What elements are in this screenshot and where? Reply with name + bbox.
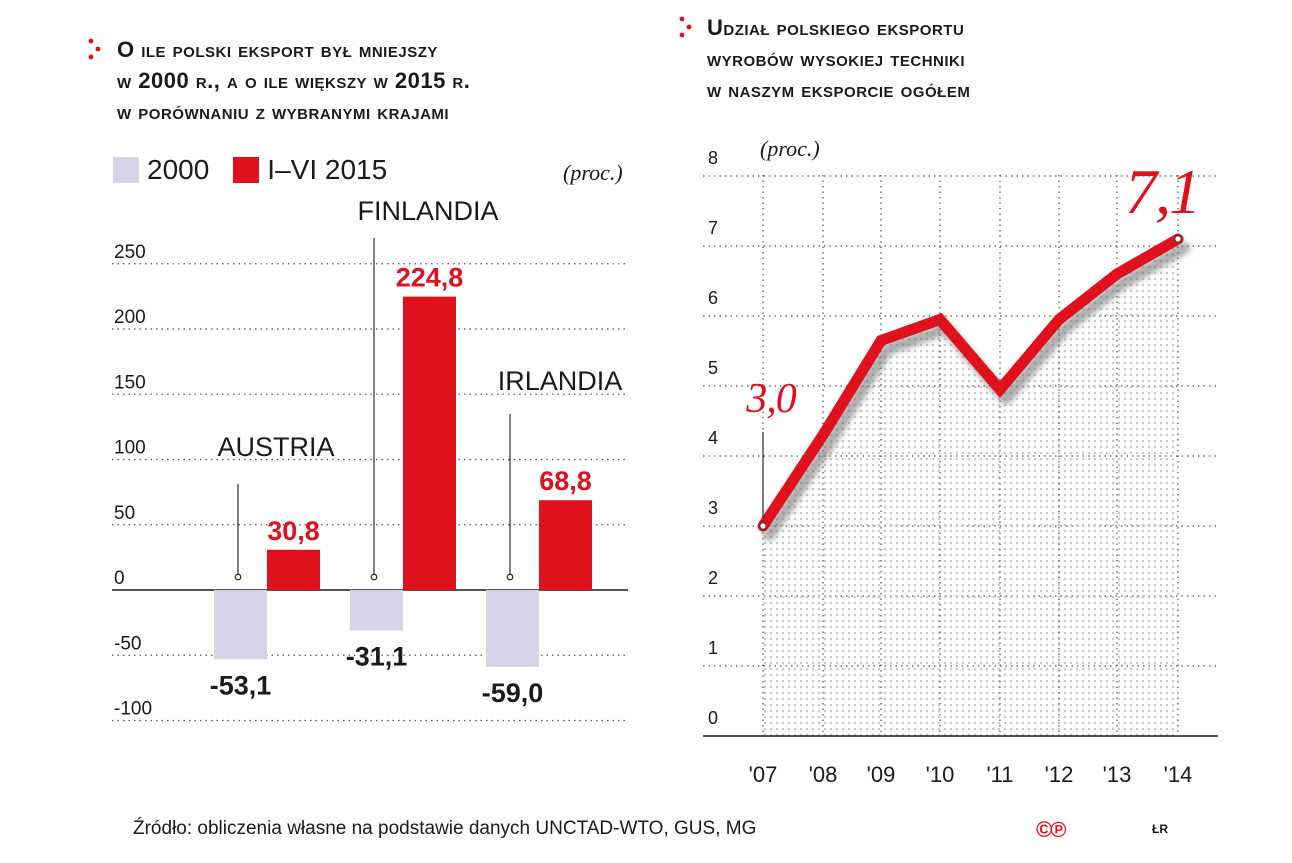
y-tick-label: 6 (708, 288, 718, 308)
area-fill (763, 239, 1178, 736)
right-unit-label: (proc.) (760, 136, 820, 161)
x-tick-label: '08 (809, 762, 838, 787)
title-marker-icon (88, 38, 101, 60)
value-label-2000: -31,1 (346, 642, 408, 672)
bar-2000 (486, 590, 539, 667)
y-tick-label: 150 (114, 372, 146, 393)
y-tick-label: 5 (708, 358, 718, 378)
line-chart: 0 1 2 3 4 5 6 7 8 '07 '08 '09 '10 '11 '12 '13 '14 3,0 7,1 (703, 148, 1218, 787)
right-title-line: w naszym eksporcie ogółem (707, 77, 971, 102)
x-tick-label: '12 (1045, 762, 1074, 787)
x-tick-label: '09 (867, 762, 896, 787)
bar-chart: 250 200 150 100 50 0 -50 -100 AUSTRIA 30,8 -53,1 FI… (112, 196, 628, 722)
series-line (757, 233, 1184, 532)
value-label-2000: -53,1 (210, 670, 272, 700)
right-chart-title: Udział polskiego eksportu wyrobów wysoki… (707, 12, 970, 105)
x-tick-label: '13 (1103, 762, 1132, 787)
x-tick-label: '14 (1164, 762, 1193, 787)
category-label: AUSTRIA (217, 432, 334, 462)
value-label-2015: 224,8 (396, 263, 464, 293)
y-tick-label: 200 (114, 307, 146, 328)
y-tick-label: 0 (114, 568, 125, 589)
bar-chart-legend: 2000 I–VI 2015 (113, 152, 411, 188)
x-tick-label: '11 (986, 762, 1013, 787)
author-initials: ŁR (1152, 822, 1168, 836)
left-title-line: O ile polski eksport był mniejszy (117, 37, 438, 62)
legend-label-2000: 2000 (147, 154, 210, 185)
annotation-label: 7,1 (1125, 156, 1199, 227)
y-tick-label: 8 (708, 148, 718, 168)
data-point (759, 522, 767, 530)
bar-2000 (350, 590, 403, 631)
right-title-line: wyrobów wysokiej techniki (707, 46, 966, 71)
left-unit-label: (proc.) (563, 160, 623, 185)
y-tick-label: 1 (708, 638, 718, 658)
y-tick-label: 100 (114, 438, 146, 459)
left-title-line: w 2000 r., a o ile większy w 2015 r. (117, 68, 471, 93)
right-title-line: Udział polskiego eksportu (707, 15, 965, 40)
leader-dot (370, 573, 378, 581)
legend-label-2015: I–VI 2015 (267, 154, 388, 185)
x-tick-label: '07 (749, 762, 778, 787)
bar-2000 (214, 590, 267, 660)
category-label: FINLANDIA (357, 196, 498, 226)
y-tick-label: 2 (708, 568, 718, 588)
y-tick-label: 50 (114, 503, 135, 524)
publisher-logo: ©℗ (1036, 817, 1066, 842)
x-tick-label: '10 (926, 762, 955, 787)
bar-2015 (267, 549, 320, 590)
y-tick-label: 250 (114, 242, 146, 263)
left-title-line: w porównaniu z wybranymi krajami (117, 99, 450, 124)
y-tick-label: 7 (708, 218, 718, 238)
title-marker-icon (679, 16, 692, 38)
leader-dot (234, 573, 242, 581)
leader-dot (506, 573, 514, 581)
value-label-2015: 30,8 (267, 516, 320, 546)
y-tick-label: 0 (708, 708, 718, 728)
y-tick-label: -100 (114, 699, 152, 720)
value-label-2000: -59,0 (482, 678, 544, 708)
annotation-label: 3,0 (745, 376, 797, 422)
y-tick-label: -50 (114, 633, 141, 654)
category-label: IRLANDIA (498, 366, 623, 396)
source-note: Źródło: obliczenia własne na podstawie d… (133, 818, 757, 839)
left-chart-title: O ile polski eksport był mniejszy w 2000… (117, 34, 470, 127)
value-label-2015: 68,8 (539, 466, 592, 496)
bar-2015 (403, 296, 456, 590)
legend-swatch-2000 (113, 157, 139, 183)
legend-swatch-2015 (233, 157, 260, 183)
y-tick-label: 3 (708, 498, 718, 518)
data-point (1174, 235, 1182, 243)
y-tick-label: 4 (708, 428, 718, 448)
bar-2015 (539, 500, 592, 590)
